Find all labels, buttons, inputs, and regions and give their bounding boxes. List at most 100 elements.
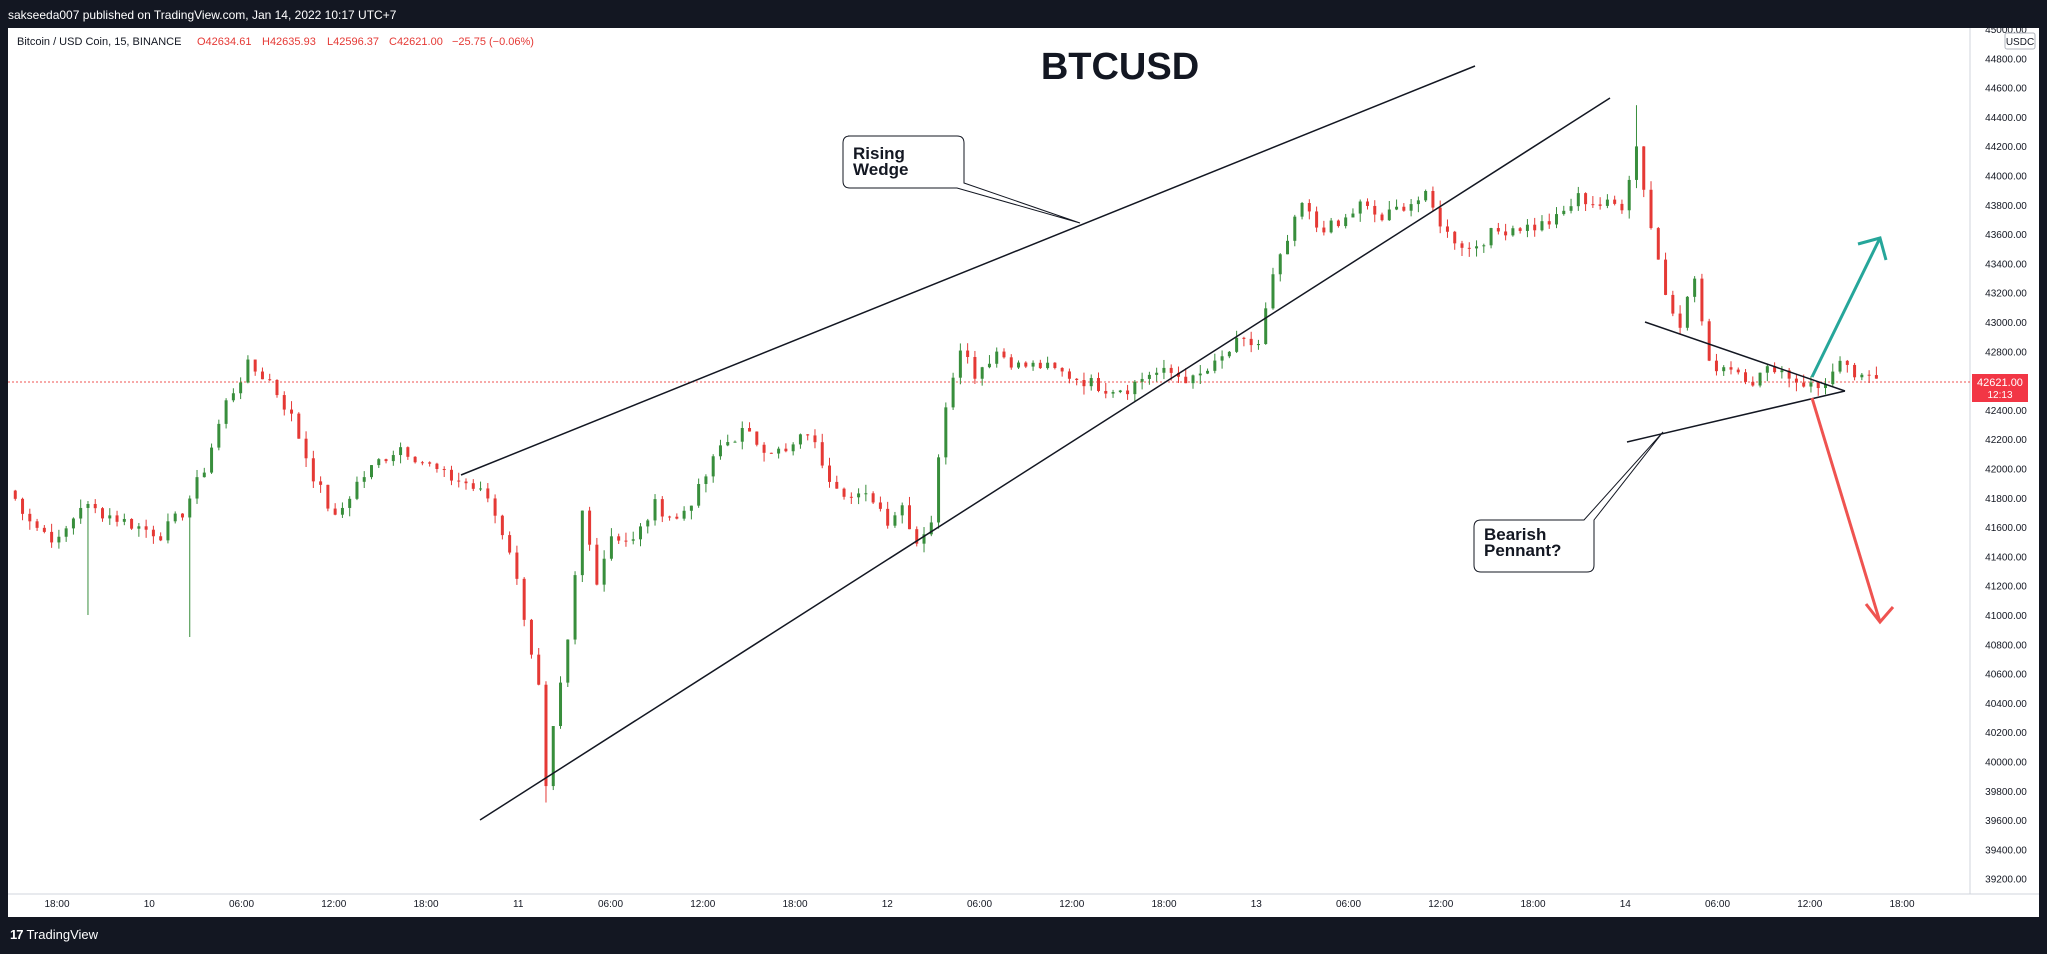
candle xyxy=(762,442,766,462)
candle xyxy=(1329,217,1333,234)
candle-body xyxy=(217,423,221,448)
candle-body xyxy=(675,516,679,519)
candle-body xyxy=(333,508,337,515)
candle-body xyxy=(660,499,664,517)
candle-body xyxy=(464,481,468,484)
candle xyxy=(130,518,134,530)
candle-body xyxy=(1278,254,1282,275)
candle xyxy=(268,373,272,381)
candle xyxy=(370,464,373,480)
candle xyxy=(151,525,155,544)
bullish-arrow[interactable] xyxy=(1810,237,1882,378)
candle xyxy=(1344,213,1348,229)
candle-body xyxy=(1504,231,1508,236)
candle-body xyxy=(1562,210,1566,215)
time-tick: 18:00 xyxy=(1889,899,1914,910)
candle xyxy=(1475,240,1479,257)
candle xyxy=(231,388,235,403)
candle xyxy=(537,647,541,686)
candle-body xyxy=(1017,362,1021,368)
pennant-upper-line[interactable] xyxy=(1644,321,1846,392)
current-price-label xyxy=(1972,374,2028,402)
candle-body xyxy=(166,521,170,541)
candle xyxy=(769,452,773,454)
candle xyxy=(1496,222,1500,235)
tradingview-brand[interactable]: 17 TradingView xyxy=(10,927,98,942)
candle-body xyxy=(1787,370,1791,379)
candle xyxy=(420,460,424,466)
bearish-arrow[interactable] xyxy=(1810,397,1882,623)
ohlc-close: C42621.00 xyxy=(389,36,443,48)
candle xyxy=(442,466,446,478)
candle-body xyxy=(1649,189,1653,229)
price-tick: 42000.00 xyxy=(1985,465,2027,476)
candle xyxy=(1198,364,1202,384)
candle xyxy=(878,496,882,512)
candle-body xyxy=(609,536,613,559)
candle-body xyxy=(1467,247,1471,249)
candle xyxy=(1714,353,1718,376)
candle-body xyxy=(79,507,83,519)
candle xyxy=(1126,384,1130,400)
price-tick: 43000.00 xyxy=(1985,318,2027,329)
candle xyxy=(35,518,39,531)
ohlc-low: L42596.37 xyxy=(327,36,379,48)
candle-body xyxy=(21,498,25,514)
wedge-lower-line[interactable] xyxy=(479,97,1611,821)
candle-body xyxy=(1809,382,1813,387)
candle-body xyxy=(1206,370,1210,374)
candle-body xyxy=(1496,228,1500,232)
ohlc-open: O42634.61 xyxy=(197,36,251,48)
candle xyxy=(391,450,395,466)
candle xyxy=(668,515,672,521)
candle xyxy=(529,618,533,659)
candle xyxy=(21,497,25,521)
candle xyxy=(471,479,475,492)
candle xyxy=(1373,200,1377,223)
candle-body xyxy=(210,447,214,473)
candle-body xyxy=(457,480,461,482)
candle xyxy=(995,347,999,368)
price-tick: 39200.00 xyxy=(1985,875,2027,886)
candle xyxy=(1002,348,1006,359)
candle-body xyxy=(1322,227,1326,233)
candle-body xyxy=(1605,199,1609,206)
candle xyxy=(1220,350,1224,369)
bearish-pennant-callout[interactable] xyxy=(1473,431,1664,573)
candle xyxy=(1671,290,1675,317)
wedge-upper-line[interactable] xyxy=(460,65,1476,476)
candle-body xyxy=(1867,374,1871,376)
candle xyxy=(275,379,279,398)
candle-body xyxy=(1853,364,1857,378)
price-tick: 41600.00 xyxy=(1985,523,2027,534)
candle xyxy=(1097,372,1100,393)
currency-badge[interactable] xyxy=(2004,32,2036,50)
candle-body xyxy=(1176,372,1180,377)
candle xyxy=(108,508,112,525)
candle-body xyxy=(871,493,875,503)
candle-body xyxy=(253,359,257,372)
candle-body xyxy=(1031,362,1035,367)
candle-body xyxy=(1111,392,1115,394)
candle-body xyxy=(1300,203,1304,217)
candle xyxy=(1605,194,1609,209)
candle xyxy=(1794,374,1798,392)
candle xyxy=(973,350,977,384)
candle xyxy=(311,450,315,488)
candle xyxy=(1024,361,1028,369)
rising-wedge-callout[interactable] xyxy=(842,135,1081,224)
candle xyxy=(1751,376,1755,387)
candle-body xyxy=(1286,240,1290,255)
pennant-lower-line[interactable] xyxy=(1626,390,1846,443)
candle-body xyxy=(1220,356,1224,361)
candle xyxy=(1264,302,1268,345)
candle-body xyxy=(471,483,475,489)
candle-body xyxy=(973,356,977,379)
price-tick: 44200.00 xyxy=(1985,142,2027,153)
candle xyxy=(239,377,243,400)
candle-body xyxy=(1184,376,1188,384)
candle xyxy=(435,462,439,473)
candle xyxy=(784,443,788,453)
candle xyxy=(399,442,403,464)
